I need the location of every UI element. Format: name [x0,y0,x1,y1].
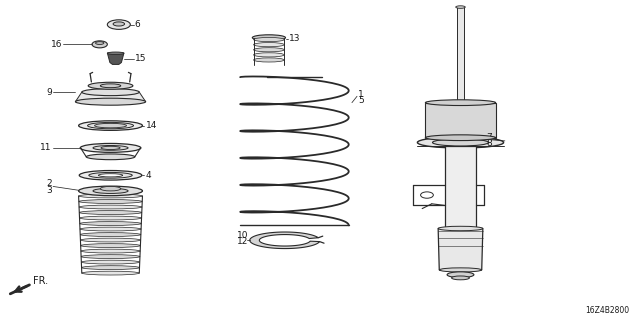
Ellipse shape [81,249,140,253]
Text: 7: 7 [486,133,492,142]
Ellipse shape [101,146,120,149]
Ellipse shape [89,172,132,178]
Ellipse shape [79,171,142,180]
Ellipse shape [80,143,141,152]
Text: 12: 12 [237,237,248,246]
Ellipse shape [447,272,474,277]
Ellipse shape [76,98,146,105]
Ellipse shape [88,123,134,129]
Ellipse shape [79,194,143,198]
Ellipse shape [95,123,127,128]
Ellipse shape [88,82,133,89]
Ellipse shape [81,255,140,259]
Ellipse shape [92,41,108,48]
Ellipse shape [426,100,495,106]
Ellipse shape [80,233,141,236]
Ellipse shape [108,20,131,29]
Ellipse shape [93,146,128,150]
Text: 9: 9 [46,88,52,97]
Ellipse shape [81,266,140,269]
Text: 14: 14 [146,121,157,130]
Text: 5: 5 [358,96,364,105]
Ellipse shape [79,211,142,214]
Ellipse shape [426,135,495,140]
Text: 1: 1 [358,90,364,99]
Ellipse shape [108,52,124,54]
Ellipse shape [79,186,143,196]
Text: 16: 16 [51,40,62,49]
Ellipse shape [100,84,121,88]
Text: 8: 8 [486,139,492,148]
Ellipse shape [79,200,142,204]
Text: 11: 11 [40,143,52,152]
Ellipse shape [99,174,123,177]
Polygon shape [438,228,483,270]
Ellipse shape [79,216,141,220]
Text: 3: 3 [46,187,52,196]
Text: 2: 2 [46,180,52,188]
Ellipse shape [81,260,140,264]
Ellipse shape [80,222,141,226]
Text: 16Z4B2800: 16Z4B2800 [586,306,630,315]
Ellipse shape [86,154,135,160]
Polygon shape [250,232,319,249]
Ellipse shape [417,137,504,148]
Text: 4: 4 [146,171,151,180]
Ellipse shape [452,276,469,280]
Ellipse shape [80,227,141,231]
Ellipse shape [253,58,284,62]
Ellipse shape [253,43,284,47]
Ellipse shape [253,37,284,42]
Ellipse shape [100,187,121,191]
Ellipse shape [82,271,140,275]
Text: 15: 15 [135,54,147,63]
Ellipse shape [252,35,285,41]
Ellipse shape [95,42,104,44]
Circle shape [420,192,433,198]
Polygon shape [426,103,495,138]
Ellipse shape [113,22,125,26]
Ellipse shape [81,238,141,242]
Text: FR.: FR. [33,276,49,286]
Ellipse shape [253,48,284,52]
Polygon shape [458,7,464,103]
Ellipse shape [81,244,140,247]
Polygon shape [108,53,124,64]
Ellipse shape [433,139,488,146]
Ellipse shape [79,205,142,209]
Text: 10: 10 [237,231,248,240]
Text: 13: 13 [289,34,301,43]
Ellipse shape [253,53,284,57]
Polygon shape [445,146,476,228]
Ellipse shape [438,226,483,231]
Text: 6: 6 [135,20,141,29]
Polygon shape [76,92,146,102]
Ellipse shape [79,121,143,130]
Ellipse shape [93,188,128,194]
Ellipse shape [439,268,482,272]
Ellipse shape [456,6,465,8]
Ellipse shape [82,89,140,96]
